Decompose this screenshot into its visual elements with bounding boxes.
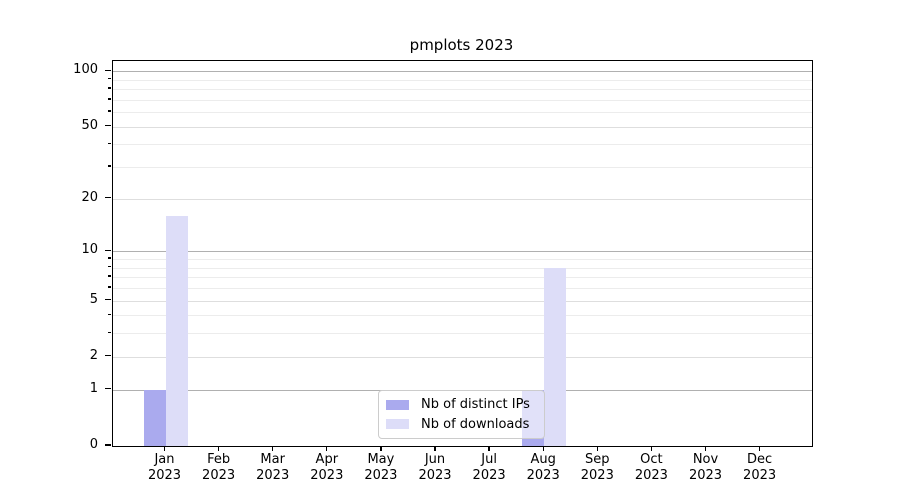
y-tick-5 bbox=[105, 298, 111, 301]
x-tick-may bbox=[380, 446, 382, 451]
y-tick-label-10: 10 bbox=[81, 242, 98, 258]
x-tick-jan bbox=[163, 446, 166, 451]
x-tick-label-dec: Dec 2023 bbox=[743, 452, 777, 483]
x-tick-label-nov: Nov 2023 bbox=[688, 452, 723, 483]
x-tick-apr bbox=[326, 446, 328, 451]
gridline-5 bbox=[113, 300, 812, 302]
legend-swatch-downloads-icon bbox=[386, 419, 409, 430]
y-tick-1 bbox=[105, 388, 111, 390]
y-tick-10 bbox=[105, 249, 111, 251]
bar-jan-downloads bbox=[165, 215, 188, 446]
x-tick-label-feb: Feb 2023 bbox=[202, 452, 236, 483]
y-minor-tick bbox=[107, 87, 111, 89]
gridline-minor bbox=[113, 167, 812, 169]
y-minor-tick bbox=[107, 165, 111, 167]
y-tick-label-50: 50 bbox=[81, 117, 98, 133]
y-tick-label-1: 1 bbox=[89, 380, 98, 396]
legend: Nb of distinct IPs Nb of downloads bbox=[378, 390, 545, 439]
x-tick-nov bbox=[704, 446, 707, 451]
x-tick-label-aug: Aug 2023 bbox=[526, 452, 560, 483]
y-minor-tick bbox=[107, 275, 111, 277]
legend-swatch-distinct-ips-icon bbox=[386, 399, 409, 410]
gridline-minor bbox=[113, 99, 812, 101]
gridline-minor bbox=[113, 277, 812, 279]
gridline-minor bbox=[113, 287, 812, 289]
x-tick-label-jan: Jan 2023 bbox=[147, 452, 182, 483]
y-minor-tick bbox=[107, 286, 111, 288]
y-tick-label-0: 0 bbox=[89, 437, 98, 452]
x-tick-oct bbox=[650, 446, 653, 451]
y-tick-label-2: 2 bbox=[89, 347, 98, 363]
y-tick-label-20: 20 bbox=[81, 189, 98, 205]
legend-label: Nb of distinct IPs bbox=[421, 397, 530, 413]
legend-item-downloads: Nb of downloads bbox=[386, 415, 536, 435]
plot-area bbox=[112, 60, 813, 447]
gridline-50 bbox=[113, 126, 812, 128]
y-tick-100 bbox=[105, 69, 111, 71]
x-tick-sep bbox=[596, 446, 598, 451]
gridline-minor bbox=[113, 89, 812, 91]
y-minor-tick bbox=[107, 142, 111, 145]
x-tick-mar bbox=[272, 446, 274, 451]
y-minor-tick bbox=[107, 98, 111, 100]
x-tick-label-apr: Apr 2023 bbox=[310, 452, 344, 483]
y-minor-tick bbox=[107, 257, 111, 259]
x-tick-label-may: May 2023 bbox=[364, 452, 398, 483]
y-minor-tick bbox=[107, 313, 111, 315]
gridline-minor bbox=[113, 144, 812, 146]
x-tick-feb bbox=[217, 446, 220, 451]
y-tick-50 bbox=[105, 125, 111, 127]
y-minor-tick bbox=[107, 331, 111, 334]
gridline-100 bbox=[113, 71, 812, 73]
x-tick-label-jul: Jul 2023 bbox=[472, 452, 506, 483]
bar-jan-distinct-ips bbox=[143, 389, 166, 446]
x-tick-jun bbox=[434, 446, 436, 451]
gridline-minor bbox=[113, 112, 812, 114]
gridline-minor bbox=[113, 315, 812, 317]
y-tick-label-5: 5 bbox=[89, 291, 98, 307]
legend-label: Nb of downloads bbox=[421, 416, 530, 432]
y-minor-tick bbox=[107, 110, 111, 112]
x-tick-label-sep: Sep 2023 bbox=[580, 452, 614, 483]
x-tick-label-jun: Jun 2023 bbox=[418, 452, 452, 483]
gridline-minor bbox=[113, 333, 812, 335]
legend-item-distinct-ips: Nb of distinct IPs bbox=[386, 395, 536, 415]
gridline-minor bbox=[113, 259, 812, 261]
x-tick-jul bbox=[488, 446, 490, 451]
y-minor-tick bbox=[107, 265, 111, 268]
gridline-minor bbox=[113, 267, 812, 269]
bar-aug-downloads bbox=[544, 267, 567, 446]
gridline-minor bbox=[113, 79, 812, 81]
x-tick-label-oct: Oct 2023 bbox=[634, 452, 668, 483]
y-tick-0 bbox=[105, 444, 111, 446]
gridline-2 bbox=[113, 356, 812, 358]
y-tick-20 bbox=[105, 197, 111, 199]
x-tick-label-mar: Mar 2023 bbox=[256, 452, 290, 483]
y-tick-label-100: 100 bbox=[73, 62, 98, 78]
x-tick-aug bbox=[542, 446, 544, 451]
gridline-20 bbox=[113, 198, 812, 200]
y-tick-2 bbox=[105, 355, 111, 357]
x-tick-dec bbox=[758, 446, 761, 451]
chart-title: pmplots 2023 bbox=[409, 36, 514, 54]
gridline-10 bbox=[113, 251, 812, 253]
y-minor-tick bbox=[107, 78, 111, 80]
